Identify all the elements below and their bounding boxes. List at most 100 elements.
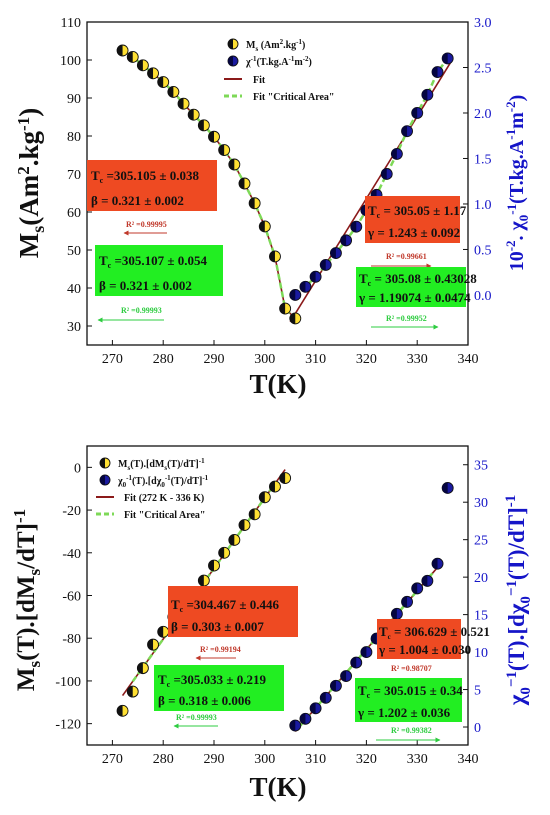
bottom-legend: Ms(T).[dMs(T)/dT]-1 χ0-1(T).[dχ0-1(T)/dT… <box>96 457 209 521</box>
top-box1-r2: R² =0.99995 <box>126 220 167 229</box>
ms-data-point <box>208 559 220 572</box>
y2-tick-label: 30 <box>474 496 488 511</box>
legend-ms-label: Ms (Am2.kg-1) <box>246 38 305 53</box>
bottom-box4-tc: Tc = 305.015 ± 0.34 <box>358 683 463 700</box>
y2-tick-label: 5 <box>474 684 481 699</box>
bottom-box4-exp: γ = 1.202 ± 0.036 <box>357 705 451 720</box>
y2-tick-label: 1.5 <box>474 152 492 167</box>
x-tick-label: 270 <box>102 352 123 367</box>
y-tick-label: 100 <box>60 54 81 69</box>
bottom-box-red-left: Tc =304.467 ± 0.446 β = 0.303 ± 0.007 <box>168 586 298 637</box>
top-box2-r2: R² =0.99993 <box>121 306 162 315</box>
ms-data-point <box>238 177 251 190</box>
ms-data-point <box>279 472 292 484</box>
ms-data-point <box>269 480 281 493</box>
ms-data-point <box>197 119 210 132</box>
top-data-points <box>116 44 454 325</box>
y2-tick-label: 20 <box>474 571 488 586</box>
bottom-box-red-right: Tc = 306.629 ± 0.521 γ = 1.004 ± 0.030 <box>377 619 490 659</box>
ms-data-point <box>147 638 159 651</box>
top-x-axis-label: T(K) <box>250 369 307 399</box>
chi-data-point <box>340 670 353 683</box>
y-tick-label: -80 <box>62 632 81 647</box>
top-box-green-left: Tc =305.107 ± 0.054 β = 0.321 ± 0.002 <box>95 245 223 296</box>
chi-data-point <box>411 107 424 119</box>
chi-data-point <box>431 66 444 78</box>
top-box-red-left: Tc =305.105 ± 0.038 β = 0.321 ± 0.002 <box>87 160 217 211</box>
bottom-box-green-left: Tc =305.033 ± 0.219 β = 0.318 ± 0.006 <box>154 665 284 711</box>
top-box2-exp: β = 0.321 ± 0.002 <box>99 278 192 293</box>
top-box3-tc: Tc = 305.05 ± 1.17 <box>368 203 467 220</box>
legend2-fit-critical-label: Fit "Critical Area" <box>124 510 205 521</box>
x-tick-label: 280 <box>153 352 174 367</box>
ms-data-point <box>126 51 139 63</box>
y2-tick-label: 0 <box>474 721 481 736</box>
ms-data-point <box>136 662 149 675</box>
bottom-box2-r2: R² =0.99993 <box>176 713 217 722</box>
x-tick-label: 310 <box>305 352 326 367</box>
ms-data-point <box>248 197 261 210</box>
x-tick-label: 340 <box>458 352 479 367</box>
legend-chi-marker <box>227 55 239 67</box>
top-box3-r2: R² =0.99661 <box>386 252 427 261</box>
top-legend: Ms (Am2.kg-1) χ-1(T.kg.A-1m-2) Fit Fit "… <box>224 38 334 103</box>
top-box1-tc: Tc =305.105 ± 0.038 <box>91 168 200 185</box>
ms-data-point <box>258 491 271 504</box>
x-tick-label: 320 <box>356 752 377 767</box>
chi-data-point <box>390 147 403 160</box>
ms-data-point <box>218 144 231 157</box>
x-tick-label: 280 <box>153 752 174 767</box>
chi-data-point <box>299 712 312 725</box>
y-tick-label: -20 <box>62 504 81 519</box>
chi-data-point <box>421 574 434 587</box>
ms-data-point <box>208 130 220 143</box>
top-box3-exp: γ = 1.243 ± 0.092 <box>367 225 460 240</box>
top-y2-axis-label: 10-2. χ0-1(T.kg.A-1m-2) <box>503 95 531 272</box>
chi-data-point <box>380 167 393 180</box>
y2-tick-label: 1.0 <box>474 198 492 213</box>
chi-data-point <box>299 280 312 293</box>
x-tick-label: 320 <box>356 352 377 367</box>
ms-data-point <box>289 312 302 325</box>
ms-data-point <box>116 704 129 717</box>
y-tick-label: -100 <box>55 675 81 690</box>
y-tick-label: -40 <box>62 547 81 562</box>
x-tick-label: 290 <box>204 752 225 767</box>
bottom-y-ticks: 0 -20 -40 -60 -80 -100 -120 <box>55 461 92 733</box>
chi-data-point <box>289 289 302 301</box>
x-tick-label: 300 <box>254 752 275 767</box>
ms-data-point <box>136 59 149 72</box>
ms-data-point <box>228 534 241 546</box>
x-tick-label: 310 <box>305 752 326 767</box>
ms-data-point <box>187 108 200 121</box>
ms-data-point <box>197 574 210 587</box>
legend2-chi-marker <box>99 474 111 486</box>
ms-data-point <box>279 302 292 315</box>
chi-data-point <box>390 607 403 620</box>
ms-data-point <box>228 158 241 171</box>
x-tick-label: 270 <box>102 752 123 767</box>
bottom-y2-ticks: 0 5 10 15 20 25 30 35 <box>463 459 488 736</box>
y-tick-label: 50 <box>67 244 81 259</box>
ms-data-point <box>147 67 159 80</box>
chi-data-point <box>441 52 454 65</box>
y2-tick-label: 3.0 <box>474 16 492 31</box>
bottom-box2-tc: Tc =305.033 ± 0.219 <box>158 672 267 689</box>
chi-data-point <box>340 234 353 247</box>
bottom-x-axis-label: T(K) <box>250 772 307 802</box>
chi-data-point <box>401 125 413 138</box>
ms-data-point <box>258 220 271 233</box>
y2-tick-label: 2.0 <box>474 107 492 122</box>
top-x-ticks: 270 280 290 300 310 320 330 340 <box>102 340 479 367</box>
ms-data-point <box>238 519 251 531</box>
bottom-box2-exp: β = 0.318 ± 0.006 <box>158 693 251 708</box>
chi-data-point <box>350 220 363 233</box>
ms-data-point <box>157 76 170 88</box>
top-box4-r2: R² =0.99952 <box>386 314 427 323</box>
top-y-axis-label: Ms(Am2.kg-1) <box>14 108 48 258</box>
y2-tick-label: 0.0 <box>474 289 492 304</box>
legend-fit-critical-label: Fit "Critical Area" <box>253 92 334 103</box>
bottom-panel: 270 280 290 300 310 320 330 340 0-20-40-60-80-1… <box>10 445 534 802</box>
chi-data-point <box>289 719 302 732</box>
